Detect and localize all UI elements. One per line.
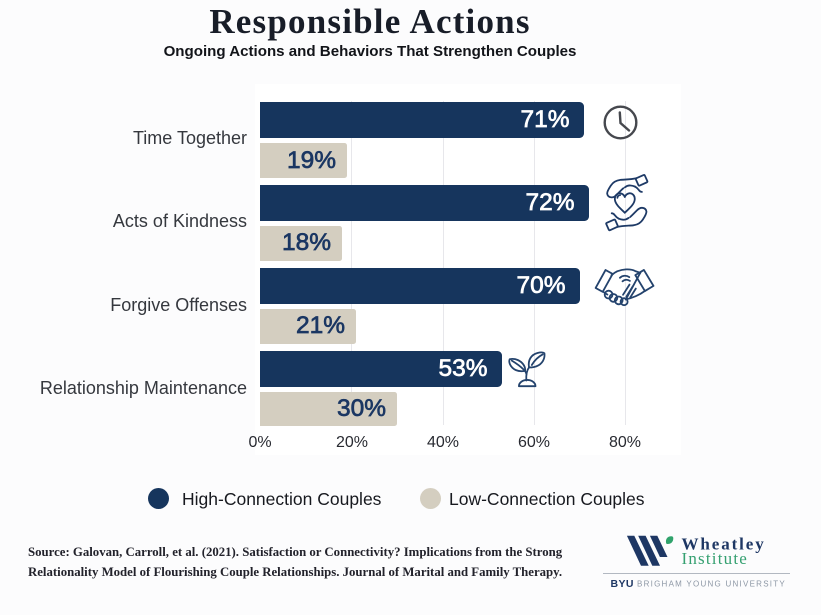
svg-text:BRIGHAM YOUNG UNIVERSITY: BRIGHAM YOUNG UNIVERSITY [637,580,786,589]
svg-text:BYU: BYU [611,578,634,590]
svg-text:Wheatley: Wheatley [682,534,766,553]
svg-text:Institute: Institute [682,549,749,568]
